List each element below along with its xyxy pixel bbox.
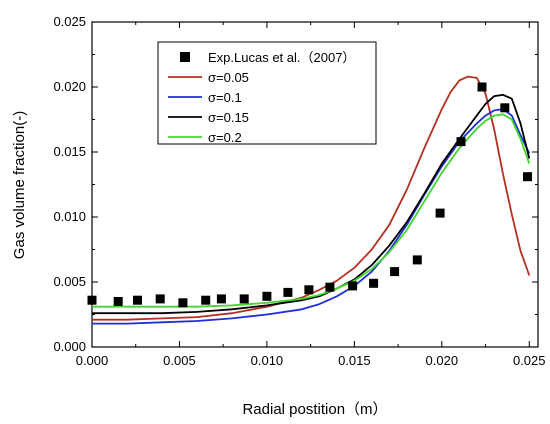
x-tick-label: 0.020 xyxy=(426,353,459,368)
data-point xyxy=(201,295,211,305)
y-tick-label: 0.020 xyxy=(53,79,86,94)
data-point xyxy=(412,255,422,265)
x-axis-title: Radial postition（m） xyxy=(242,401,387,418)
data-point xyxy=(523,172,532,182)
x-tick-label: 0.010 xyxy=(251,353,284,368)
data-point xyxy=(113,297,123,306)
y-axis-title: Gas volume fraction(-) xyxy=(11,111,28,259)
data-point xyxy=(239,294,249,304)
data-point xyxy=(262,291,272,301)
data-point xyxy=(500,103,510,113)
data-point xyxy=(87,295,97,305)
series-line-1 xyxy=(92,75,531,321)
series-line-4 xyxy=(92,113,531,308)
y-tick-label: 0.000 xyxy=(53,339,86,354)
y-tick-label: 0.010 xyxy=(53,209,86,224)
legend-label: σ=0.05 xyxy=(208,70,249,85)
legend-marker xyxy=(180,52,190,62)
y-tick-label: 0.005 xyxy=(53,274,86,289)
legend-label: σ=0.2 xyxy=(208,130,242,145)
data-point xyxy=(178,298,188,308)
data-point xyxy=(456,137,466,147)
legend-label: σ=0.15 xyxy=(208,110,249,125)
y-tick-label: 0.025 xyxy=(53,14,86,29)
data-point xyxy=(325,282,335,292)
data-point xyxy=(133,295,142,305)
legend-label: σ=0.1 xyxy=(208,90,242,105)
x-tick-label: 0.005 xyxy=(163,353,196,368)
x-tick-label: 0.025 xyxy=(513,353,546,368)
axis-ticks: 0.000 0.005 0.010 0.015 0.020 0.025 0.000 0.005… xyxy=(53,14,545,368)
series-layer xyxy=(87,75,532,325)
data-point xyxy=(283,287,293,297)
data-point xyxy=(155,294,165,304)
y-tick-label: 0.015 xyxy=(53,144,86,159)
legend-box xyxy=(157,41,377,145)
data-point xyxy=(348,281,358,291)
data-point xyxy=(435,208,445,218)
data-point xyxy=(369,278,379,288)
data-point xyxy=(216,294,226,304)
data-point xyxy=(304,285,314,295)
x-tick-label: 0.000 xyxy=(76,353,109,368)
data-point xyxy=(477,82,487,92)
series-line-3 xyxy=(92,93,531,315)
legend: Exp.Lucas et al.（2007） σ=0.05 σ=0.1 σ=0.15 σ… xyxy=(157,41,377,145)
data-point xyxy=(390,267,400,277)
legend-label: Exp.Lucas et al.（2007） xyxy=(208,50,355,65)
x-tick-label: 0.015 xyxy=(338,353,371,368)
